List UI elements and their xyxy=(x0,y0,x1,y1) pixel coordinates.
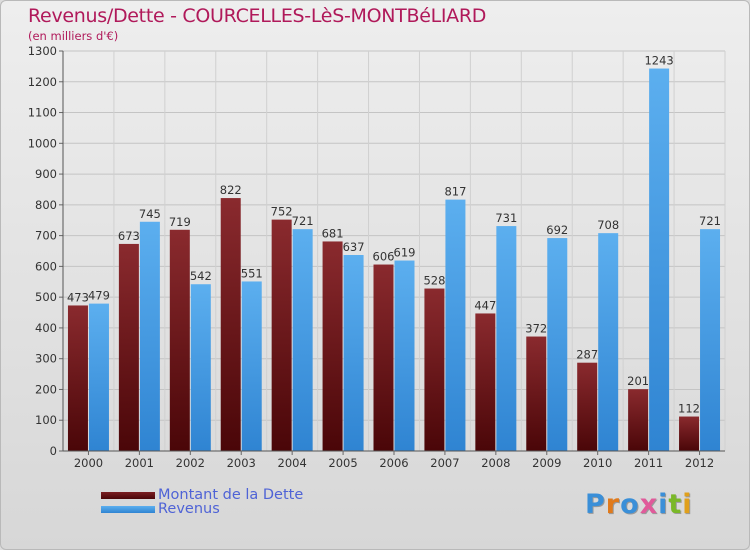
data-label: 287 xyxy=(576,348,598,362)
data-label: 752 xyxy=(271,205,293,219)
data-label: 637 xyxy=(343,240,365,254)
bar-revenus xyxy=(241,281,262,451)
x-tick-label: 2000 xyxy=(74,456,103,470)
bar-revenus xyxy=(547,238,568,451)
data-label: 731 xyxy=(495,211,517,225)
data-label: 528 xyxy=(423,274,445,288)
data-label: 606 xyxy=(373,250,395,264)
bar-revenus xyxy=(496,226,517,451)
bar-dette xyxy=(373,264,394,451)
y-tick-label: 200 xyxy=(35,382,57,396)
x-tick-label: 2010 xyxy=(583,456,612,470)
proxiti-logo: Proxiti xyxy=(585,489,693,520)
y-tick-label: 700 xyxy=(35,229,57,243)
chart-title: Revenus/Dette - COURCELLES-LèS-MONTBéLIA… xyxy=(28,5,487,27)
y-tick-label: 100 xyxy=(35,413,57,427)
y-tick-label: 1200 xyxy=(28,75,57,89)
bar-dette xyxy=(628,389,649,451)
bar-revenus xyxy=(190,284,211,451)
bars xyxy=(67,68,721,452)
legend-swatch-dette xyxy=(101,491,155,499)
bar-revenus xyxy=(445,199,466,451)
bar-dette xyxy=(322,241,343,451)
data-label: 473 xyxy=(67,290,89,304)
x-tick-label: 2001 xyxy=(125,456,154,470)
data-label: 551 xyxy=(241,266,263,280)
data-label: 447 xyxy=(474,298,496,312)
data-label: 372 xyxy=(525,322,547,336)
bar-dette xyxy=(577,362,598,451)
x-tick-label: 2005 xyxy=(328,456,357,470)
data-label: 542 xyxy=(190,269,212,283)
data-label: 745 xyxy=(139,207,161,221)
data-label: 721 xyxy=(699,214,721,228)
axes: 0 100 200 300 400 500 600 700 800 900 1000 1100 1200… xyxy=(28,44,725,470)
x-tick-label: 2008 xyxy=(481,456,510,470)
y-tick-label: 1300 xyxy=(28,44,57,58)
bar-dette xyxy=(271,219,292,451)
data-label: 719 xyxy=(169,215,191,229)
data-label: 673 xyxy=(118,229,140,243)
bar-revenus xyxy=(292,229,313,451)
bar-dette xyxy=(220,198,241,451)
x-tick-label: 2011 xyxy=(634,456,663,470)
bar-dette xyxy=(475,313,496,451)
data-label: 112 xyxy=(678,402,700,416)
bar-revenus xyxy=(139,221,160,451)
data-label: 692 xyxy=(546,223,568,237)
bar-revenus xyxy=(598,233,619,451)
bar-revenus xyxy=(700,229,721,451)
x-tick-label: 2007 xyxy=(430,456,459,470)
data-label: 201 xyxy=(627,374,649,388)
bar-revenus xyxy=(343,255,364,451)
y-tick-label: 600 xyxy=(35,259,57,273)
bar-revenus xyxy=(649,68,670,452)
data-label: 708 xyxy=(597,218,619,232)
bar-dette xyxy=(526,336,547,451)
x-tick-label: 2004 xyxy=(278,456,307,470)
legend-label-dette: Montant de la Dette xyxy=(158,487,304,503)
data-label: 681 xyxy=(322,226,344,240)
y-tick-label: 500 xyxy=(35,290,57,304)
x-tick-label: 2003 xyxy=(227,456,256,470)
data-label: 479 xyxy=(88,289,110,303)
y-tick-label: 1100 xyxy=(28,106,57,120)
y-tick-label: 1000 xyxy=(28,136,57,150)
x-tick-label: 2009 xyxy=(532,456,561,470)
bar-dette xyxy=(67,305,88,451)
y-tick-label: 0 xyxy=(50,444,57,458)
y-tick-label: 900 xyxy=(35,167,57,181)
legend-item-revenus: Revenus xyxy=(101,501,220,517)
bar-dette xyxy=(169,229,190,451)
data-label: 1243 xyxy=(644,54,673,68)
bar-dette xyxy=(118,243,139,451)
bar-revenus xyxy=(394,260,415,451)
x-tick-label: 2006 xyxy=(379,456,408,470)
data-label: 822 xyxy=(220,183,242,197)
data-label: 721 xyxy=(292,214,314,228)
bar-dette xyxy=(679,416,700,451)
y-tick-label: 400 xyxy=(35,321,57,335)
legend-swatch-revenus xyxy=(101,505,155,513)
y-tick-label: 800 xyxy=(35,198,57,212)
y-tick-label: 300 xyxy=(35,352,57,366)
data-label: 817 xyxy=(444,185,466,199)
data-label: 619 xyxy=(394,246,416,260)
legend-label-revenus: Revenus xyxy=(158,501,220,517)
x-tick-label: 2002 xyxy=(176,456,205,470)
chart-subtitle: (en milliers d'€) xyxy=(28,29,119,43)
bar-dette xyxy=(424,288,445,451)
legend-item-dette: Montant de la Dette xyxy=(101,487,303,503)
bar-revenus xyxy=(88,303,109,451)
x-tick-label: 2012 xyxy=(685,456,714,470)
